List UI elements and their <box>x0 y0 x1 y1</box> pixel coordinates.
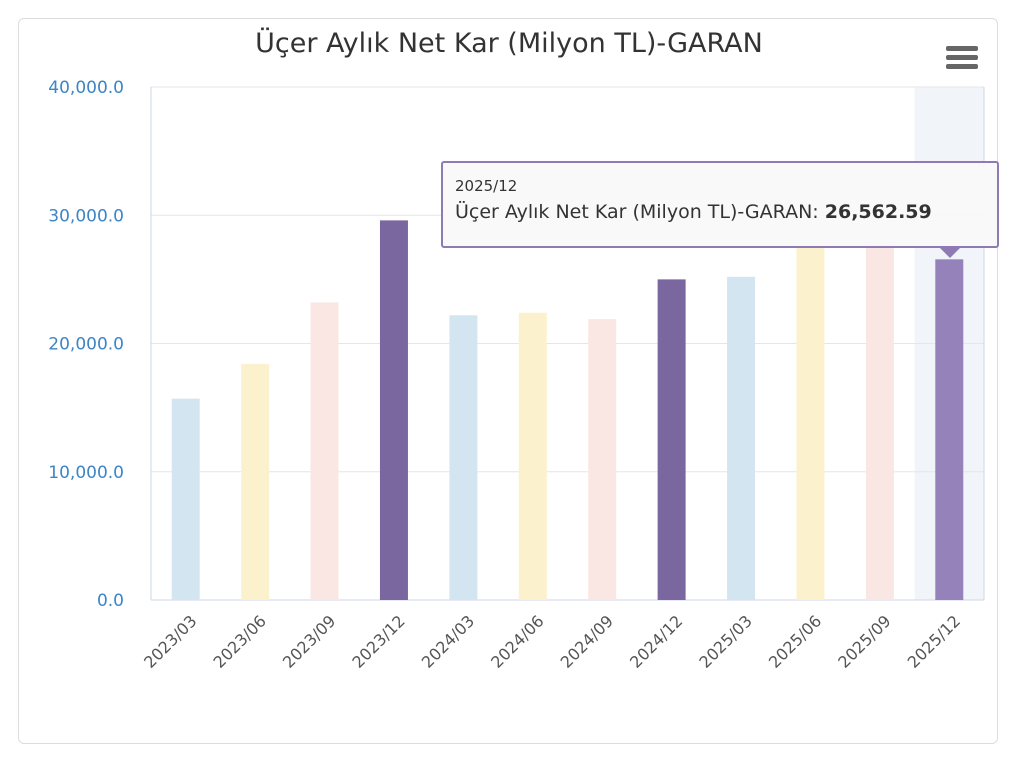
y-tick-label: 10,000.0 <box>48 463 124 483</box>
menu-icon[interactable] <box>946 46 978 70</box>
bar-2023/03 <box>171 398 200 600</box>
bar-2024/03 <box>449 315 478 600</box>
x-tick-label: 2025/03 <box>695 611 755 671</box>
bar-2024/09 <box>588 319 617 600</box>
x-tick-label: 2025/06 <box>765 611 825 671</box>
y-tick-label: 40,000.0 <box>48 78 124 98</box>
x-tick-label: 2025/12 <box>904 611 964 671</box>
x-tick-label: 2023/06 <box>210 611 270 671</box>
y-tick-label: 20,000.0 <box>48 335 124 355</box>
bar-2023/09 <box>310 302 339 600</box>
x-tick-label: 2024/09 <box>557 611 617 671</box>
bar-2025/12 <box>935 259 964 600</box>
bar-2025/03 <box>727 276 756 600</box>
x-tick-label: 2024/03 <box>418 611 478 671</box>
y-tick-label: 0.0 <box>97 591 124 611</box>
x-tick-label: 2025/09 <box>834 611 894 671</box>
chart-card <box>18 18 998 744</box>
tooltip-label: Üçer Aylık Net Kar (Milyon TL)-GARAN: <box>455 201 819 223</box>
bar-2024/06 <box>518 312 547 600</box>
bar-2025/06 <box>796 240 825 600</box>
y-tick-label: 30,000.0 <box>48 206 124 226</box>
bar-2024/12 <box>657 279 686 600</box>
tooltip-date: 2025/12 <box>455 177 518 195</box>
tooltip-arrow <box>938 246 962 258</box>
bar-2023/06 <box>241 364 270 600</box>
chart-title: Üçer Aylık Net Kar (Milyon TL)-GARAN <box>255 28 763 59</box>
x-tick-label: 2023/09 <box>279 611 339 671</box>
x-tick-label: 2023/03 <box>140 611 200 671</box>
tooltip-value: 26,562.59 <box>824 201 932 223</box>
x-tick-label: 2024/12 <box>626 611 686 671</box>
bar-2025/09 <box>865 240 894 600</box>
bar-2023/12 <box>379 220 408 600</box>
x-tick-label: 2023/12 <box>348 611 408 671</box>
x-tick-label: 2024/06 <box>487 611 547 671</box>
tooltip: 2025/12 Üçer Aylık Net Kar (Milyon TL)-G… <box>441 161 999 248</box>
